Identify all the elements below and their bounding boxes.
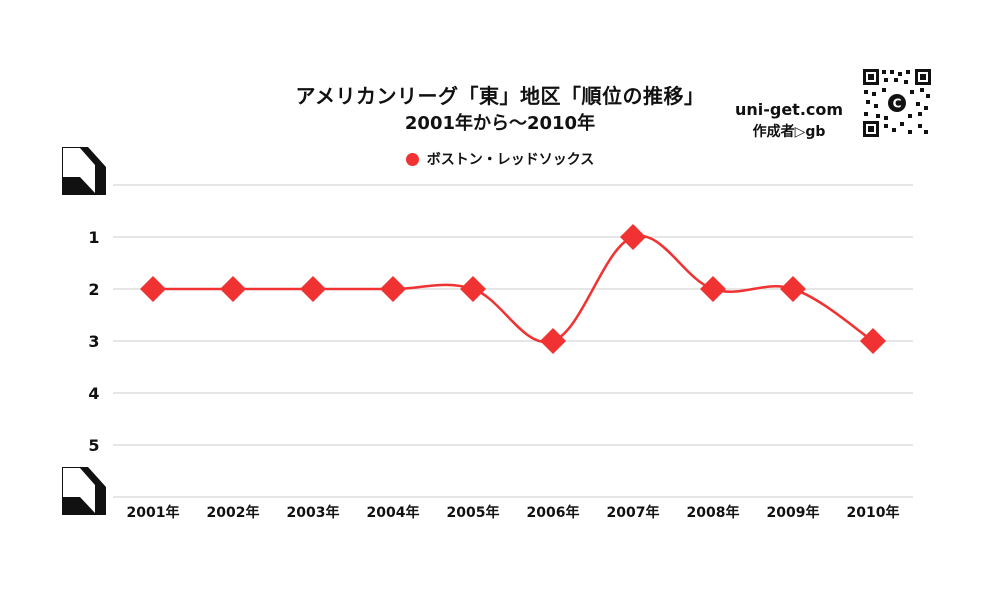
y-tick-label: 4 [88,384,99,403]
data-point-marker [220,276,246,302]
x-tick-label: 2002年 [207,504,260,521]
x-tick-label: 2010年 [847,504,900,521]
data-point-marker [780,276,806,302]
qr-code-icon: C [862,68,932,138]
x-tick-label: 2005年 [447,504,500,521]
x-tick-label: 2009年 [767,504,820,521]
grid-lines [113,184,913,498]
x-tick-label: 2006年 [527,504,580,521]
data-point-marker [620,224,646,250]
data-point-marker [140,276,166,302]
series-markers [140,224,886,354]
corner-bracket-icon [62,147,106,195]
chart-subtitle: 2001年から～2010年 [404,113,596,134]
y-tick-label: 1 [88,228,99,247]
data-point-marker [300,276,326,302]
y-axis-ticks: 1 2 3 4 5 [88,228,99,455]
data-point-marker [460,276,486,302]
legend-label: ボストン・レッドソックス [426,152,595,168]
data-point-marker [860,328,886,354]
legend-marker [405,152,419,166]
corner-bracket-icon [62,467,106,515]
y-tick-label: 2 [88,280,99,299]
svg-text:C: C [893,97,902,111]
x-axis-ticks: 2001年 2002年 2003年 2004年 2005年 2006年 2007年 2008年… [127,504,900,521]
y-tick-label: 3 [88,332,99,351]
site-name: uni-get.com [734,100,844,119]
corner-brackets [62,147,106,515]
x-tick-label: 2008年 [687,504,740,521]
chart-title: アメリカンリーグ「東」地区「順位の推移」 [295,84,705,108]
x-tick-label: 2001年 [127,504,180,521]
data-point-marker [380,276,406,302]
x-tick-label: 2003年 [287,504,340,521]
data-point-marker [700,276,726,302]
y-tick-label: 5 [88,436,99,455]
series-line [153,234,874,344]
x-tick-label: 2007年 [607,504,660,521]
x-tick-label: 2004年 [367,504,420,521]
legend: ボストン・レッドソックス [0,149,1000,169]
data-point-marker [540,328,566,354]
author-credit: 作成者▷gb [752,124,826,140]
